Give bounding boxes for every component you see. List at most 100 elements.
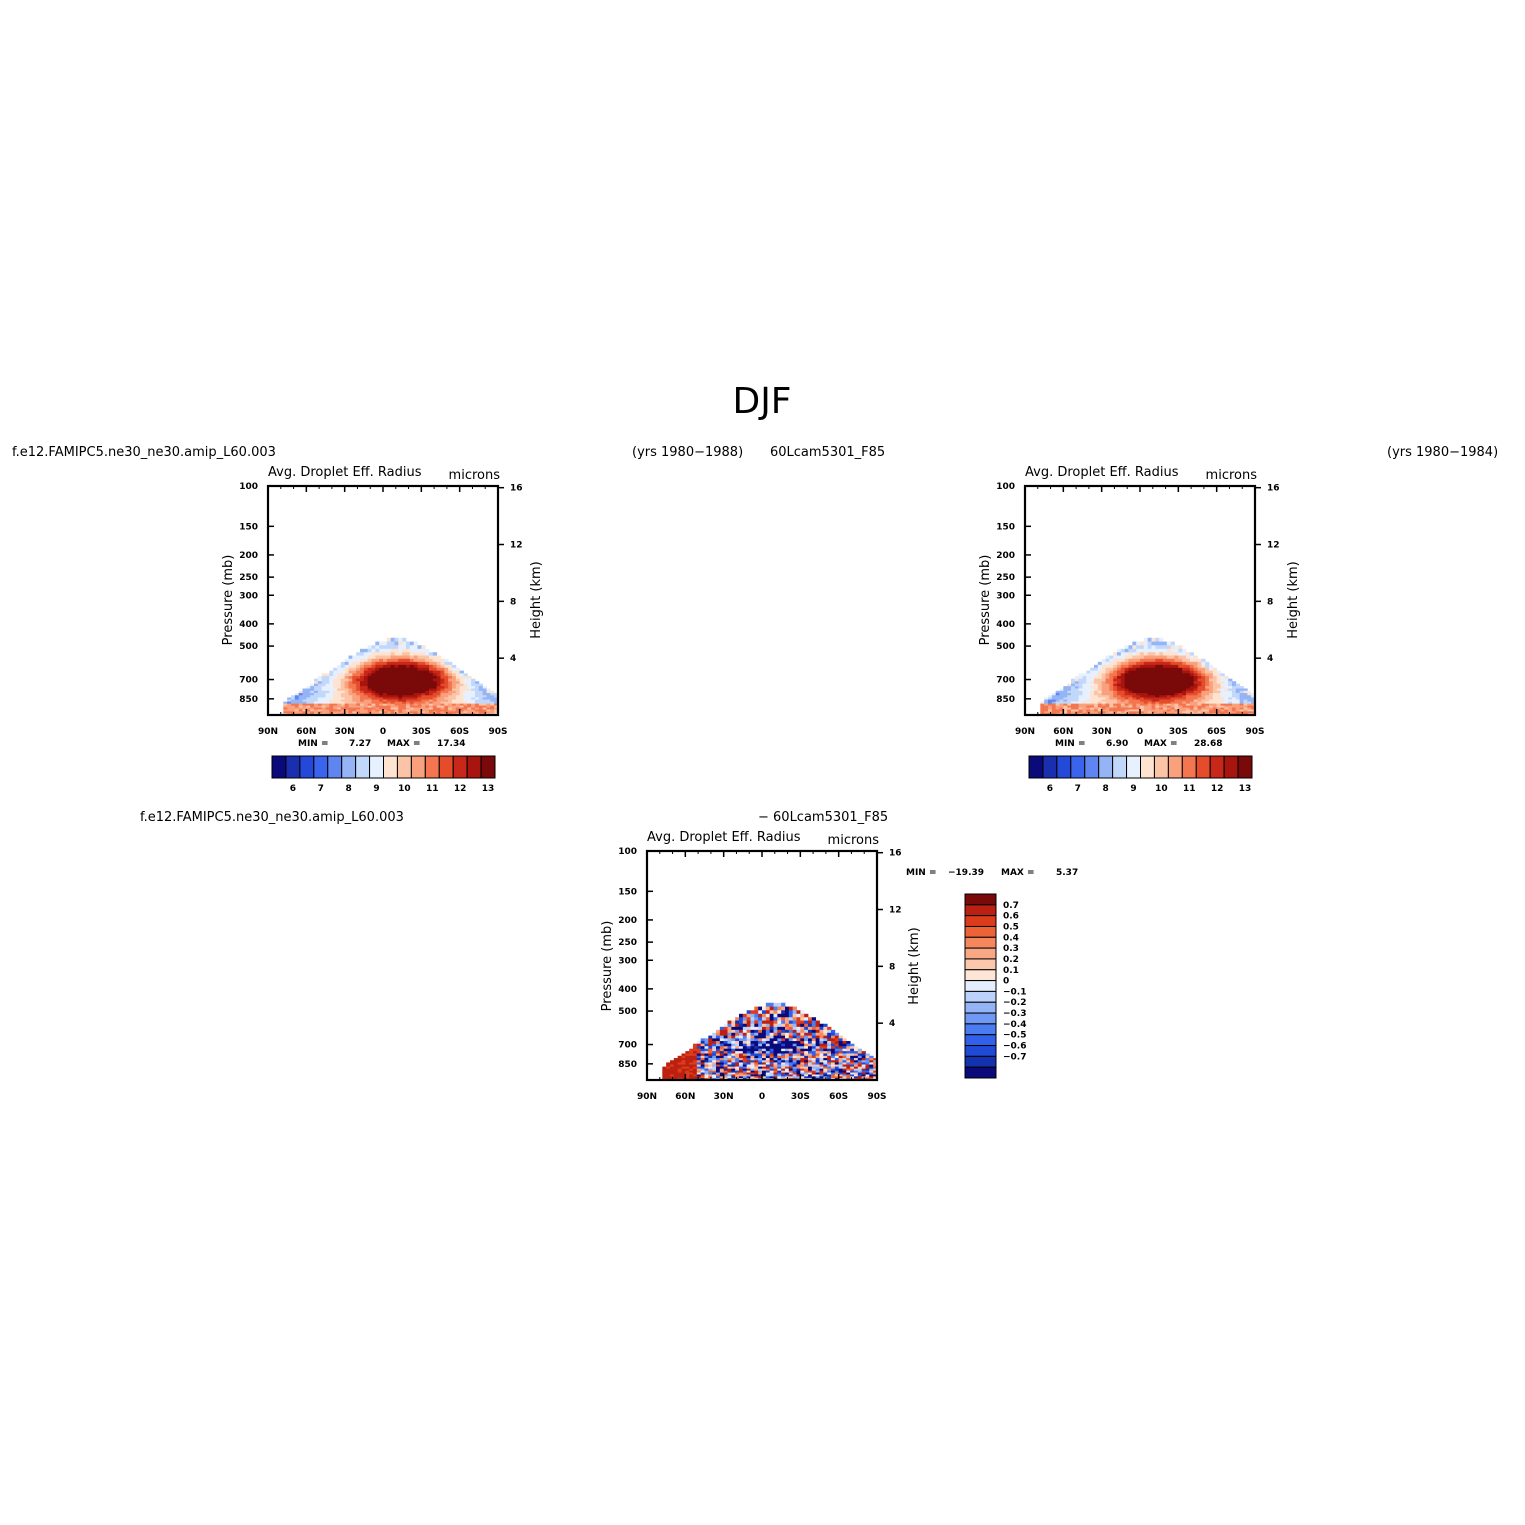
field-cell [762,1051,767,1054]
field-cell [1155,637,1160,642]
field-cell [1193,693,1198,696]
field-cell [1143,658,1149,663]
field-cell [409,670,415,674]
field-cell [1163,705,1168,708]
field-cell [475,703,480,707]
field-cell [398,673,403,677]
field-cell [754,1060,759,1063]
field-cell [750,1062,755,1065]
field-cell [425,699,430,703]
field-cell [390,707,395,710]
field-cell [823,1072,828,1075]
field-cell [739,1068,744,1072]
field-cell [670,1072,675,1075]
panel-diff-colorbar: 0.70.60.50.40.30.20.10−0.1−0.2−0.3−0.4−0… [964,893,1026,1079]
field-cell [842,1076,847,1079]
field-cell [735,1041,740,1045]
field-cell [1109,701,1114,705]
field-cell [727,1035,732,1039]
panel-model-a: Avg. Droplet Eff. Radius microns 90N 60N 3… [221,465,544,794]
field-cell [1170,690,1175,694]
field-cell [432,703,438,707]
field-cell [329,697,334,700]
field-cell [379,693,384,696]
field-cell [444,707,449,710]
field-cell [673,1058,679,1061]
field-cell [1101,701,1106,705]
field-cell [1132,661,1137,666]
field-cell [815,1062,820,1065]
field-cell [1082,699,1087,703]
field-cell [1151,678,1156,682]
field-cell [808,1041,813,1045]
field-cell [1182,703,1187,707]
field-cell [448,705,453,708]
field-cell [398,681,403,685]
field-cell [1136,678,1141,682]
field-cell [348,658,353,663]
field-cell [344,709,349,712]
field-cell [831,1066,836,1070]
field-cell [429,688,434,692]
field-cell [383,703,388,707]
field-cell [796,1048,801,1052]
field-cell [693,1068,698,1072]
y2-tick-label: 8 [1267,597,1273,607]
field-cell [1170,688,1175,692]
field-cell [482,690,487,694]
field-cell [869,1066,874,1070]
field-cell [1201,707,1206,710]
field-cell [716,1068,721,1072]
field-cell [811,1064,817,1068]
field-cell [367,673,372,677]
y-tick-label: 150 [618,887,637,897]
field-cell [417,697,422,700]
field-cell [1186,670,1191,674]
field-cell [429,709,434,712]
field-cell [754,1070,759,1073]
field-cell [719,1041,725,1045]
field-cell [337,673,342,677]
field-cell [1143,688,1149,692]
field-cell [750,1076,755,1079]
field-cell [409,655,415,660]
field-cell [1120,707,1126,710]
field-cell [344,658,349,663]
field-cell [834,1035,840,1039]
field-cell [1097,661,1103,666]
field-cell [1143,664,1149,669]
field-cell [666,1066,671,1070]
field-cell [1224,705,1229,708]
field-cell [1055,697,1060,700]
field-cell [459,681,464,685]
field-cell [482,703,487,707]
field-cell [804,1046,809,1050]
field-cell [1228,707,1233,710]
field-cell [742,1072,748,1075]
field-cell [827,1070,832,1073]
field-cell [842,1066,847,1070]
field-cell [754,1032,759,1037]
field-cell [1105,705,1110,708]
field-cell [1097,683,1103,687]
field-cell [406,705,411,708]
field-cell [1140,697,1145,700]
field-cell [390,637,395,642]
field-cell [459,686,464,689]
field-cell [750,1072,755,1075]
field-cell [406,695,411,698]
panel-b-pressure-label: Pressure (mb) [978,555,993,646]
field-cell [765,1058,771,1061]
field-cell [796,1046,801,1050]
field-cell [804,1064,809,1068]
field-cell [1201,676,1206,680]
field-cell [1174,683,1179,687]
field-cell [1209,707,1214,710]
field-cell [758,1046,763,1050]
field-cell [1178,711,1183,714]
field-cell [1155,688,1160,692]
field-cell [417,670,422,674]
field-cell [758,1017,763,1021]
field-cell [1071,697,1076,700]
y-tick-label: 300 [239,591,258,601]
